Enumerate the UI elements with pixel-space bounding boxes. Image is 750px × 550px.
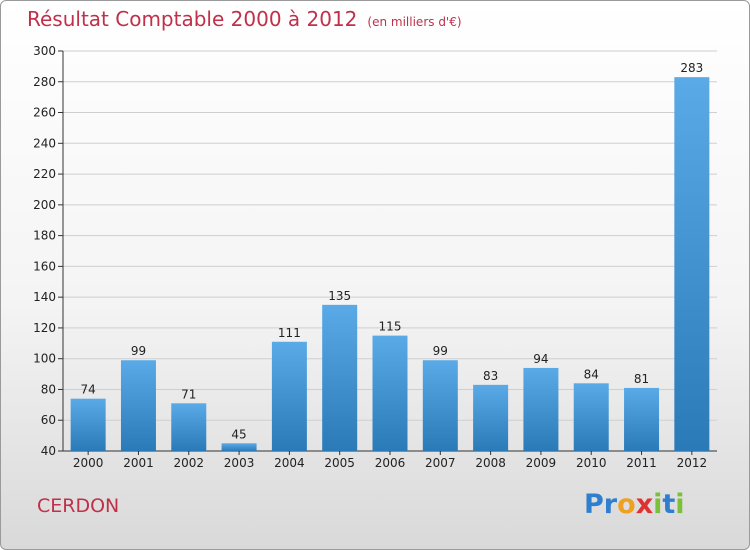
chart-title-text: Résultat Comptable 2000 à 2012 <box>27 7 358 31</box>
x-tick-label: 2002 <box>173 456 204 470</box>
logo-letter: P <box>584 489 604 520</box>
y-tick-label: 40 <box>41 444 56 458</box>
y-tick-label: 300 <box>33 44 56 58</box>
x-tick-label: 2001 <box>123 456 154 470</box>
y-tick-label: 100 <box>33 352 56 366</box>
x-tick-label: 2003 <box>224 456 255 470</box>
value-label: 71 <box>181 387 196 401</box>
y-tick-label: 200 <box>33 198 56 212</box>
y-tick-label: 140 <box>33 290 56 304</box>
logo-letter: i <box>653 489 663 520</box>
y-tick-label: 180 <box>33 229 56 243</box>
bar-2004 <box>271 341 307 451</box>
y-tick-label: 60 <box>41 413 56 427</box>
bar-2009 <box>523 367 559 451</box>
bar-2012 <box>674 77 710 452</box>
y-tick-label: 280 <box>33 75 56 89</box>
bar-2002 <box>171 403 207 451</box>
value-label: 99 <box>131 344 146 358</box>
y-tick-label: 80 <box>41 382 56 396</box>
logo-letter: t <box>662 489 676 520</box>
value-label: 111 <box>278 326 301 340</box>
x-tick-label: 2005 <box>324 456 355 470</box>
value-label: 81 <box>634 372 649 386</box>
bar-2001 <box>120 360 156 451</box>
bar-2000 <box>70 398 106 451</box>
value-label: 283 <box>680 61 703 75</box>
y-tick-label: 220 <box>33 167 56 181</box>
x-tick-label: 2004 <box>274 456 305 470</box>
y-tick-label: 120 <box>33 321 56 335</box>
x-tick-label: 2011 <box>626 456 657 470</box>
bar-2010 <box>573 383 609 451</box>
bar-2011 <box>624 387 660 451</box>
value-label: 94 <box>533 352 548 366</box>
y-tick-label: 160 <box>33 259 56 273</box>
chart-unit: (en milliers d'€) <box>367 15 462 29</box>
bar-2006 <box>372 335 408 451</box>
logo-letter: r <box>603 489 618 520</box>
bar-2008 <box>473 384 509 451</box>
proxiti-logo: Proxiti <box>584 489 685 520</box>
x-tick-label: 2006 <box>375 456 406 470</box>
value-label: 45 <box>231 427 246 441</box>
bar-2003 <box>221 443 257 451</box>
logo-letter: o <box>617 489 636 520</box>
y-tick-label: 240 <box>33 136 56 150</box>
x-tick-label: 2012 <box>677 456 708 470</box>
x-tick-label: 2007 <box>425 456 456 470</box>
logo-letter: i <box>675 489 685 520</box>
x-tick-label: 2000 <box>73 456 104 470</box>
x-tick-label: 2010 <box>576 456 607 470</box>
x-tick-label: 2008 <box>475 456 506 470</box>
value-label: 99 <box>433 344 448 358</box>
y-tick-label: 260 <box>33 106 56 120</box>
labels: 74 2000 99 2001 71 2002 45 2003 111 2004 135 2005 11… <box>73 61 707 470</box>
value-label: 115 <box>379 320 402 334</box>
commune-name: CERDON <box>37 495 120 517</box>
bar-2005 <box>322 304 358 451</box>
chart-title: Résultat Comptable 2000 à 2012 (en millie… <box>27 7 462 31</box>
logo-letter: x <box>635 489 654 520</box>
bars <box>70 77 710 452</box>
value-label: 83 <box>483 369 498 383</box>
value-label: 74 <box>81 383 96 397</box>
value-label: 135 <box>328 289 351 303</box>
bar-2007 <box>422 360 458 451</box>
value-label: 84 <box>584 367 599 381</box>
x-tick-label: 2009 <box>526 456 557 470</box>
